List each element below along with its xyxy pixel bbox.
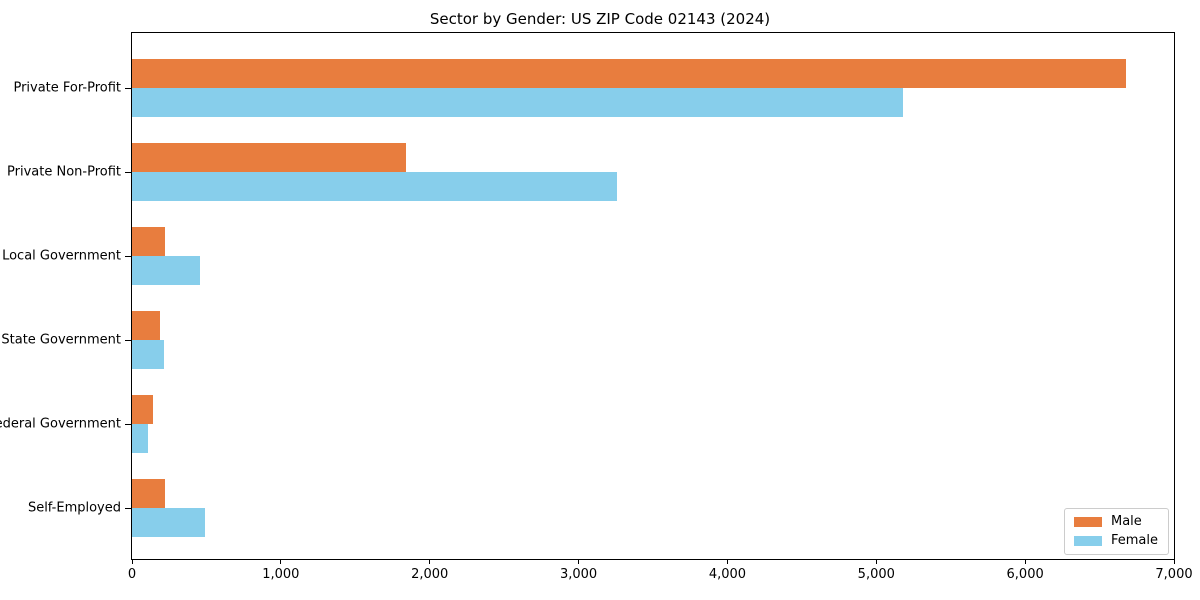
x-axis-tick (132, 559, 133, 564)
x-axis-tick-label: 5,000 (857, 567, 895, 582)
legend-item-female: Female (1073, 533, 1158, 548)
y-axis-label: State Government (1, 332, 121, 348)
y-axis-label: Federal Government (0, 416, 121, 432)
y-axis-tick (125, 508, 132, 509)
x-axis-tick (1024, 559, 1026, 564)
x-axis-tick (1173, 559, 1175, 564)
legend-item-male: Male (1073, 514, 1158, 529)
y-axis-label: Local Government (2, 248, 121, 264)
plot-area: Male Female Private For-Profit Private No… (0, 32, 1193, 582)
y-axis-label: Self-Employed (27, 500, 121, 516)
x-axis-tick (280, 559, 282, 564)
bar-female-0 (132, 88, 904, 117)
y-axis-tick (125, 256, 132, 257)
x-axis-tick-label: 3,000 (559, 567, 598, 582)
legend-label-female: Female (1110, 533, 1158, 548)
bar-female-2 (132, 256, 200, 285)
x-axis-tick-label: 1,000 (262, 567, 300, 582)
y-axis-tick (125, 340, 132, 341)
bar-male-1 (132, 143, 406, 172)
x-axis-tick (875, 559, 877, 564)
y-axis-label: Private For-Profit (13, 80, 121, 96)
male-color-swatch (1073, 517, 1102, 527)
bar-female-3 (132, 340, 164, 369)
y-axis-label: Private Non-Profit (7, 164, 121, 180)
x-axis-tick (578, 559, 580, 564)
legend-label-male: Male (1110, 514, 1142, 529)
chart-title: Sector by Gender: US ZIP Code 02143 (202… (429, 10, 771, 28)
bar-female-4 (132, 424, 148, 453)
female-color-swatch (1073, 536, 1102, 546)
bar-male-5 (132, 479, 165, 508)
bar-female-5 (132, 508, 205, 537)
x-axis-tick (429, 559, 431, 564)
bar-male-3 (132, 311, 160, 340)
x-axis-tick-label: 4,000 (708, 567, 747, 582)
y-axis-tick (125, 88, 132, 89)
x-axis-tick-label: 7,000 (1155, 567, 1193, 582)
y-axis-tick (125, 424, 132, 425)
bar-male-0 (132, 59, 1126, 88)
x-axis-tick-label: 0 (127, 567, 137, 582)
bar-male-4 (132, 395, 153, 424)
x-axis-tick (726, 559, 728, 564)
bar-female-1 (132, 172, 618, 201)
legend: Male Female (1063, 508, 1169, 555)
y-axis-tick (125, 172, 132, 173)
x-axis-tick-label: 6,000 (1006, 567, 1044, 582)
bar-male-2 (132, 227, 165, 256)
x-axis-tick-label: 2,000 (411, 567, 449, 582)
